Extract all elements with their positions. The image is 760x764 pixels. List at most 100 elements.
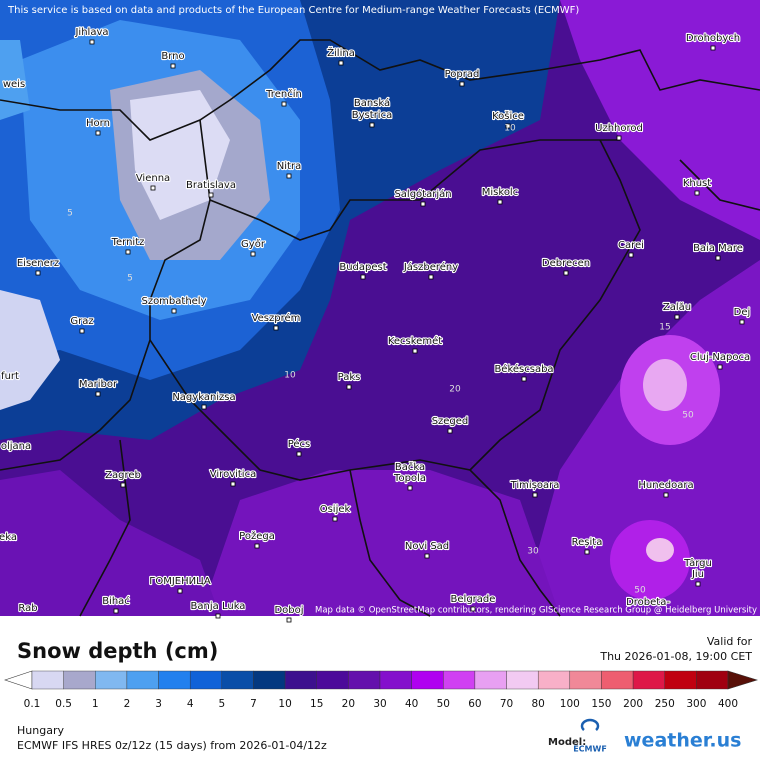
city-dot: [95, 391, 101, 397]
legend-label: 30: [373, 698, 386, 710]
ecmwf-icon: [580, 718, 600, 731]
legend-label: 10: [278, 698, 291, 710]
legend-title: Snow depth (cm): [17, 639, 218, 663]
contour-label: 5: [127, 274, 133, 284]
city-dot: [35, 270, 41, 276]
city-label: Pécs: [288, 438, 311, 450]
legend-label: 300: [686, 698, 706, 710]
legend-label: 15: [310, 698, 323, 710]
city-label: Győr: [241, 238, 266, 250]
city-dot: [717, 364, 723, 370]
city-label: Carei: [618, 240, 644, 251]
city-dot: [286, 617, 292, 623]
contour-label: 50: [634, 586, 646, 596]
city-label: Jihlava: [74, 27, 108, 38]
city-label: Szeged: [432, 416, 469, 427]
contour-label: 50: [682, 411, 694, 421]
legend-label: 250: [655, 698, 675, 710]
city-dot: [715, 255, 721, 261]
city-label: Drohobych: [686, 33, 740, 44]
legend-swatch: [537, 670, 571, 690]
legend-swatch: [601, 670, 634, 690]
city-dot: [412, 348, 418, 354]
legend-label: 5: [218, 698, 225, 710]
contour-label: 20: [449, 385, 461, 395]
city-label: eka: [0, 532, 17, 543]
snow-area: [610, 520, 690, 600]
contour-label: 10: [504, 124, 516, 134]
city-dot: [286, 173, 292, 179]
city-label: Zagreb: [105, 470, 141, 481]
city-label: Trenčín: [265, 88, 302, 100]
legend-label: 400: [718, 698, 738, 710]
snow-area: [200, 470, 560, 616]
city-label: Paks: [338, 372, 361, 383]
city-label: Vienna: [136, 173, 170, 184]
city-dot: [125, 249, 131, 255]
city-label: Eisenerz: [17, 258, 59, 269]
city-dot: [215, 613, 221, 619]
city-dot: [694, 190, 700, 196]
map: [0, 0, 760, 617]
city-label: Bačka: [395, 461, 425, 473]
legend-swatch: [284, 670, 317, 690]
city-dot: [584, 549, 590, 555]
legend-label: 80: [531, 698, 544, 710]
legend-label: 20: [342, 698, 355, 710]
legend-swatch: [474, 670, 507, 690]
city-label: Drobeta-: [626, 597, 670, 608]
city-label: Békéscsaba: [494, 363, 553, 375]
legend-swatch: [158, 670, 191, 690]
ecmwf-logo: ECMWF: [573, 745, 607, 754]
legend-swatch: [316, 670, 349, 690]
city-label: Maribor: [79, 379, 118, 390]
city-dot: [674, 314, 680, 320]
city-label: Košice: [492, 110, 524, 122]
city-labels: Jihlava Brno Žilina Poprad Drohobych Trenčín B…: [0, 26, 751, 623]
city-dot: [695, 581, 701, 587]
city-label: oljana: [1, 441, 31, 452]
city-dot: [459, 81, 465, 87]
legend-swatch: [63, 670, 96, 690]
city-label: Dej: [734, 307, 751, 318]
city-label: Osijek: [320, 504, 351, 515]
city-label: Zalău: [663, 302, 691, 313]
city-label: Brno: [161, 51, 184, 62]
contour-label: 30: [527, 547, 539, 557]
city-label: Kecskemét: [388, 335, 442, 347]
city-label: Cluj-Napoca: [690, 352, 750, 363]
city-dot: [208, 192, 214, 198]
city-label: Topola: [393, 473, 426, 484]
city-label: Banská: [354, 97, 390, 109]
city-label: Debrecen: [542, 258, 590, 269]
city-dot: [79, 328, 85, 334]
legend-swatch: [506, 670, 539, 690]
city-label: Virovitica: [210, 469, 256, 480]
city-dot: [273, 325, 279, 331]
city-dot: [95, 130, 101, 136]
contour-label: 10: [284, 371, 296, 381]
city-label: Uzhhorod: [595, 123, 643, 134]
legend-swatch: [411, 670, 444, 690]
city-label: Belgrade: [451, 594, 496, 605]
legend-swatch: [379, 670, 412, 690]
city-dot: [710, 45, 716, 51]
snow-area: [560, 0, 760, 240]
city-dot: [424, 553, 430, 559]
city-label: Khust: [683, 178, 711, 189]
city-label: Timișoara: [510, 480, 560, 491]
attribution: This service is based on data and produc…: [7, 5, 579, 16]
legend-label: 60: [468, 698, 481, 710]
legend-label: 3: [155, 698, 162, 710]
city-label: Rab: [18, 603, 37, 614]
city-label: Banja Luka: [191, 601, 246, 612]
legend-swatch: [95, 670, 128, 690]
city-label: Salgótarján: [394, 188, 451, 200]
city-dot: [360, 274, 366, 280]
legend-swatch: [696, 670, 729, 690]
city-label: Požega: [239, 530, 275, 542]
city-label: Baia Mare: [693, 243, 743, 254]
legend-label: 100: [560, 698, 580, 710]
city-dot: [201, 404, 207, 410]
city-dot: [663, 492, 669, 498]
